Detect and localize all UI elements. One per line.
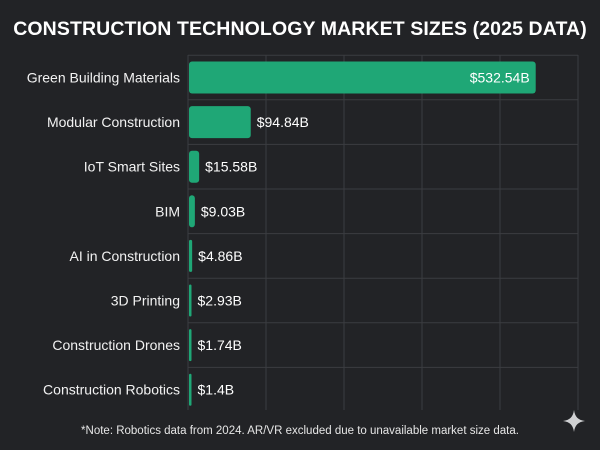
data-label: $9.03B [201,203,245,219]
data-label: $15.58B [205,159,257,175]
bar [189,150,200,183]
bar [189,373,192,406]
data-label: $4.86B [198,248,242,264]
category-label: Construction Robotics [43,382,180,398]
data-label: $532.54B [470,70,530,86]
data-label: $94.84B [257,114,309,130]
category-label: Modular Construction [47,114,180,130]
value-labels: $532.54B $94.84B $15.58B $9.03B $4.86B $2.93B… [198,70,530,398]
bar [189,106,251,139]
category-label: AI in Construction [70,248,181,264]
data-label: $2.93B [198,293,242,309]
bars [189,61,536,406]
bar [189,284,192,317]
bar [189,61,536,94]
category-label: 3D Printing [111,293,180,309]
footnote: *Note: Robotics data from 2024. AR/VR ex… [81,425,519,437]
bar [189,329,192,362]
data-label: $1.74B [198,337,242,353]
category-label: Green Building Materials [27,70,180,86]
bar [189,195,195,228]
grid-lines [187,54,579,410]
category-label: Construction Drones [52,337,180,353]
data-label: $1.4B [198,382,235,398]
category-labels: Green Building Materials Modular Construc… [27,70,180,398]
chart-title: CONSTRUCTION TECHNOLOGY MARKET SIZES (20… [13,18,587,40]
sparkle-icon [562,409,586,438]
category-label: IoT Smart Sites [84,159,180,175]
category-label: BIM [155,203,180,219]
bar [189,239,193,272]
